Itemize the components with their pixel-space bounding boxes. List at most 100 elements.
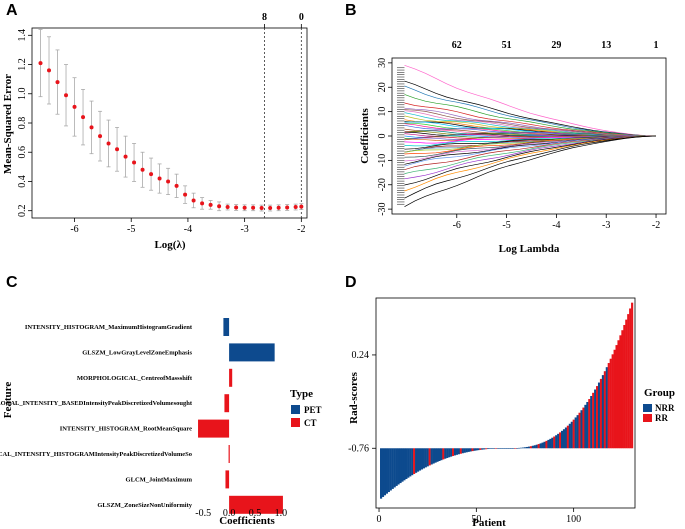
panel-a-point	[47, 68, 52, 73]
panel-c-ylabel: Feature	[2, 382, 14, 419]
panel-a-point	[132, 160, 137, 165]
panel-c-legend-pet-label: PET	[304, 405, 322, 415]
panel-d-bar	[500, 448, 503, 449]
panel-b-xtick-label: -2	[652, 220, 660, 231]
panel-a-point	[251, 205, 256, 210]
panel-a-point	[72, 104, 77, 109]
panel-d-bar	[496, 448, 499, 449]
panel-c-feature-label: INTENSITY_HISTOGRAM_MaximumHistogramGrad…	[25, 324, 193, 331]
panel-d-bar	[631, 302, 634, 449]
panel-label-b: B	[345, 2, 357, 19]
panel-d-bar	[426, 448, 429, 467]
panel-d-bar	[508, 448, 511, 449]
panel-a-point	[259, 206, 264, 211]
panel-d-bar	[473, 448, 476, 451]
panel-a-point	[64, 93, 69, 98]
panel-c-bar	[225, 470, 230, 489]
panel-d-xtick-label: 100	[566, 514, 581, 525]
panel-d-bar	[576, 415, 579, 449]
panel-b-coef-path	[404, 64, 657, 137]
panel-a-point	[276, 205, 281, 210]
panel-b-ytick-label: -20	[377, 178, 388, 191]
panel-c-xtick-label: -0.5	[195, 508, 211, 519]
panel-d-bar	[393, 448, 396, 488]
panel-d-bar	[387, 448, 390, 493]
panel-d-bar	[432, 448, 435, 464]
panel-d-bar	[380, 448, 383, 499]
panel-b-xlabel: Log Lambda	[499, 243, 560, 255]
panel-a-point	[81, 115, 86, 120]
panel-d-bar	[465, 448, 468, 453]
panel-d-bar	[603, 371, 606, 449]
panel-d-bar	[487, 448, 490, 450]
panel-d-bar	[494, 448, 497, 449]
panel-d-legend-rr-swatch	[643, 414, 652, 422]
panel-d-bar	[440, 448, 443, 461]
panel-d-bar	[450, 448, 453, 457]
panel-b-toptick-label: 51	[502, 40, 512, 51]
panel-d-bar	[471, 448, 474, 452]
panel-d-bar	[613, 349, 616, 449]
panel-d-bar	[549, 438, 552, 449]
panel-a-ytick-label: 0.6	[17, 146, 28, 159]
panel-b-xtick-label: -4	[552, 220, 560, 231]
panel-c-xlabel: Coefficients	[219, 515, 275, 527]
panel-a-point	[106, 141, 111, 146]
panel-d-bar	[601, 375, 605, 449]
panel-a-point	[115, 147, 120, 152]
panel-a-point	[89, 125, 94, 130]
panel-d-legend-nrr-swatch	[643, 404, 652, 412]
panel-d-bar	[512, 448, 515, 449]
panel-a-xtick-label: -2	[297, 224, 305, 235]
panel-d-bar	[627, 314, 630, 449]
panel-c-bar	[224, 394, 230, 413]
panel-d-bar	[597, 382, 601, 449]
panel-a-point	[242, 205, 247, 210]
panel-d-bar	[498, 448, 501, 449]
panel-c-xtick-label: 1.0	[275, 508, 288, 519]
panel-d-bar	[385, 448, 388, 494]
panel-d-bar	[586, 402, 589, 449]
panel-a-ytick-label: 0.8	[17, 117, 28, 130]
panel-d-legend-title: Group	[644, 387, 675, 399]
panel-a-ytick-label: 1.4	[17, 29, 28, 42]
panel-d-bar	[525, 446, 529, 449]
panel-d-bar	[418, 448, 422, 471]
panel-d-bar	[562, 429, 566, 449]
panel-d-bar	[560, 430, 564, 449]
panel-d-bar	[566, 425, 569, 449]
panel-d-bar	[510, 448, 513, 449]
panel-d-bar	[557, 433, 560, 449]
panel-c-legend-title: Type	[290, 388, 313, 400]
panel-d-bar	[584, 404, 587, 449]
panel-a-point	[55, 80, 60, 85]
panel-d-bar	[485, 448, 488, 450]
panel-c-bar	[228, 445, 230, 463]
panel-d-bar	[420, 448, 424, 470]
panel-d-bar	[514, 448, 517, 449]
panel-d-xlabel: Patient	[472, 517, 506, 529]
panel-a-point	[268, 206, 273, 211]
panel-a-point	[183, 192, 188, 197]
panel-a-xtick-label: -6	[70, 224, 78, 235]
panel-d-bar	[531, 445, 534, 449]
panel-c-legend-ct-swatch	[291, 418, 300, 427]
panel-a-point	[217, 204, 222, 209]
panel-d-bar	[615, 345, 618, 449]
panel-c-bar	[229, 343, 275, 362]
panel-b-toptick-label: 1	[654, 40, 659, 51]
panel-c-feature-label: INTENSITY_HISTOGRAM_RootMeanSquare	[60, 426, 192, 433]
panel-d-bar	[381, 448, 385, 497]
panel-d-bar	[609, 358, 612, 449]
panel-d-bar	[611, 354, 614, 449]
panel-b-coef-path	[404, 135, 657, 186]
panel-d-bar	[520, 447, 523, 449]
panel-d-bar	[399, 448, 402, 484]
panel-d-bar	[547, 439, 550, 449]
panel-a-point	[166, 179, 171, 184]
panel-d-bar	[463, 448, 466, 453]
panel-d-bar	[539, 443, 542, 449]
panel-b-coef-path	[404, 94, 657, 137]
panel-b-ytick-label: -30	[377, 202, 388, 215]
